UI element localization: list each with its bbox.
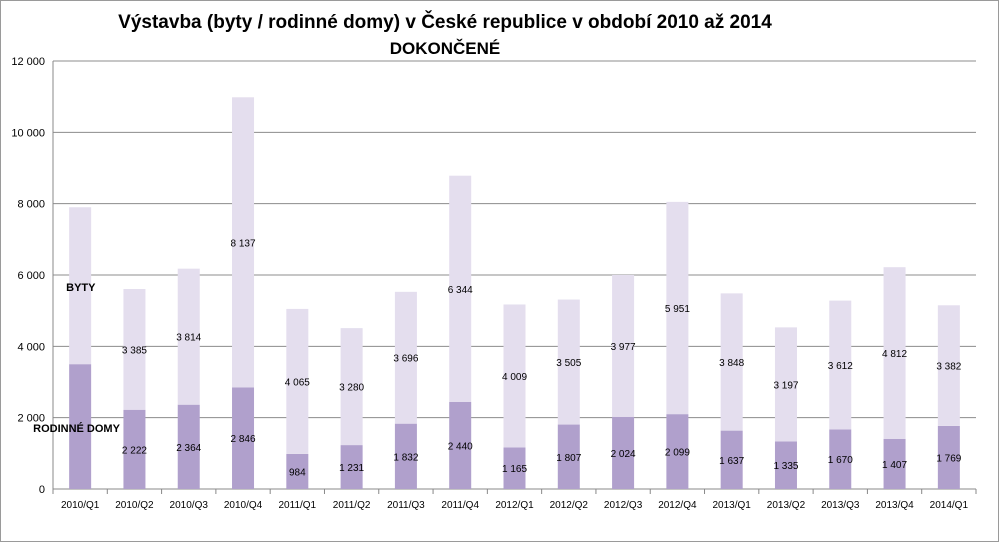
data-label-rodinne-domy: 1 637: [719, 456, 744, 467]
data-label-byty: 3 505: [556, 358, 581, 369]
bar-rodinne-domy: [829, 429, 852, 489]
data-label-byty: 3 612: [828, 361, 853, 372]
bar-rodinne-domy: [774, 441, 797, 489]
chart-title: Výstavba (byty / rodinné domy) v České r…: [118, 12, 772, 33]
data-label-byty: 4 009: [502, 372, 527, 383]
bar-rodinne-domy: [666, 414, 689, 489]
data-label-rodinne-domy: 984: [289, 467, 306, 478]
data-label-byty: 3 280: [339, 383, 364, 394]
data-label-byty: 4 065: [285, 377, 310, 388]
data-label-rodinne-domy: 1 670: [828, 455, 853, 466]
bar-byty: [232, 97, 255, 388]
data-label-byty: 3 848: [719, 358, 744, 369]
x-tick-label: 2011/Q4: [441, 500, 479, 511]
bar-byty: [666, 201, 689, 415]
bar-byty: [449, 175, 472, 402]
x-tick-label: 2010/Q4: [224, 500, 263, 511]
y-tick-label: 0: [39, 484, 45, 496]
y-tick-label: 12 000: [11, 56, 45, 68]
data-label-byty: 6 344: [448, 285, 473, 296]
bar-byty: [829, 300, 852, 430]
x-tick-label: 2013/Q1: [712, 500, 751, 511]
data-label-rodinne-domy: 2 364: [176, 443, 201, 454]
bar-byty: [177, 268, 200, 405]
y-tick-label: 10 000: [11, 127, 45, 139]
bar-rodinne-domy: [883, 438, 906, 489]
data-label-rodinne-domy: 1 807: [556, 453, 581, 464]
x-tick-label: 2011/Q2: [333, 500, 371, 511]
bar-byty: [123, 289, 146, 410]
data-label-rodinne-domy: 1 769: [936, 453, 961, 464]
data-label-byty: 3 382: [936, 362, 961, 373]
x-tick-label: 2010/Q1: [61, 500, 100, 511]
x-tick-label: 2010/Q2: [115, 500, 154, 511]
bar-byty: [937, 305, 960, 426]
bar-rodinne-domy: [232, 387, 255, 489]
x-tick-label: 2011/Q1: [279, 500, 317, 511]
y-tick-label: 2 000: [17, 413, 45, 425]
data-label-rodinne-domy: 1 832: [393, 452, 418, 463]
data-label-byty: 8 137: [231, 238, 256, 249]
data-label-byty: 4 812: [882, 349, 907, 360]
bar-rodinne-domy: [177, 404, 200, 489]
y-tick-label: 8 000: [17, 199, 45, 211]
bar-rodinne-domy: [69, 364, 92, 489]
data-label-rodinne-domy: 1 335: [773, 461, 798, 472]
x-tick-label: 2012/Q2: [550, 500, 589, 511]
data-label-byty: 3 197: [773, 380, 798, 391]
bar-rodinne-domy: [612, 416, 635, 489]
x-tick-label: 2012/Q3: [604, 500, 643, 511]
bar-rodinne-domy: [286, 453, 309, 489]
x-tick-label: 2010/Q3: [170, 500, 209, 511]
bar-rodinne-domy: [937, 425, 960, 489]
bar-rodinne-domy: [449, 401, 472, 489]
y-tick-label: 6 000: [17, 270, 45, 282]
data-label-rodinne-domy: 1 407: [882, 460, 907, 471]
bar-byty: [720, 293, 743, 431]
series-label-rodinne-domy: RODINNÉ DOMY: [33, 422, 120, 435]
chart-subtitle: DOKONČENÉ: [389, 39, 501, 58]
x-tick-label: 2013/Q2: [767, 500, 806, 511]
bar-byty: [394, 291, 417, 424]
data-label-byty: 3 977: [611, 342, 636, 353]
bar-byty: [69, 207, 92, 365]
data-label-byty: 3 385: [122, 345, 147, 356]
data-label-rodinne-domy: 2 440: [448, 441, 473, 452]
bar-rodinne-domy: [340, 445, 363, 489]
bar-byty: [340, 328, 363, 446]
data-label-byty: 5 951: [665, 304, 690, 315]
bar-byty: [612, 274, 635, 417]
bar-byty: [286, 308, 309, 454]
x-tick-label: 2012/Q1: [495, 500, 534, 511]
series-label-byty: BYTY: [66, 282, 96, 294]
data-label-byty: 3 814: [176, 333, 201, 344]
bar-rodinne-domy: [557, 424, 580, 489]
data-label-rodinne-domy: 2 099: [665, 448, 690, 459]
x-tick-label: 2014/Q1: [930, 500, 969, 511]
bar-byty: [503, 304, 526, 448]
data-label-rodinne-domy: 2 222: [122, 445, 147, 456]
bar-rodinne-domy: [720, 430, 743, 489]
data-label-rodinne-domy: 1 165: [502, 464, 527, 475]
x-tick-label: 2011/Q3: [387, 500, 425, 511]
data-label-byty: 3 696: [393, 354, 418, 365]
bar-byty: [557, 299, 580, 425]
x-tick-label: 2013/Q4: [875, 500, 914, 511]
bar-rodinne-domy: [123, 409, 146, 489]
x-tick-label: 2012/Q4: [658, 500, 697, 511]
data-label-rodinne-domy: 2 024: [611, 449, 636, 460]
bar-rodinne-domy: [394, 423, 417, 489]
bar-rodinne-domy: [503, 447, 526, 489]
bar-byty: [883, 267, 906, 439]
x-tick-label: 2013/Q3: [821, 500, 860, 511]
data-label-rodinne-domy: 2 846: [231, 434, 256, 445]
data-label-rodinne-domy: 1 231: [339, 463, 364, 474]
y-tick-label: 4 000: [17, 341, 45, 353]
bar-byty: [774, 327, 797, 442]
